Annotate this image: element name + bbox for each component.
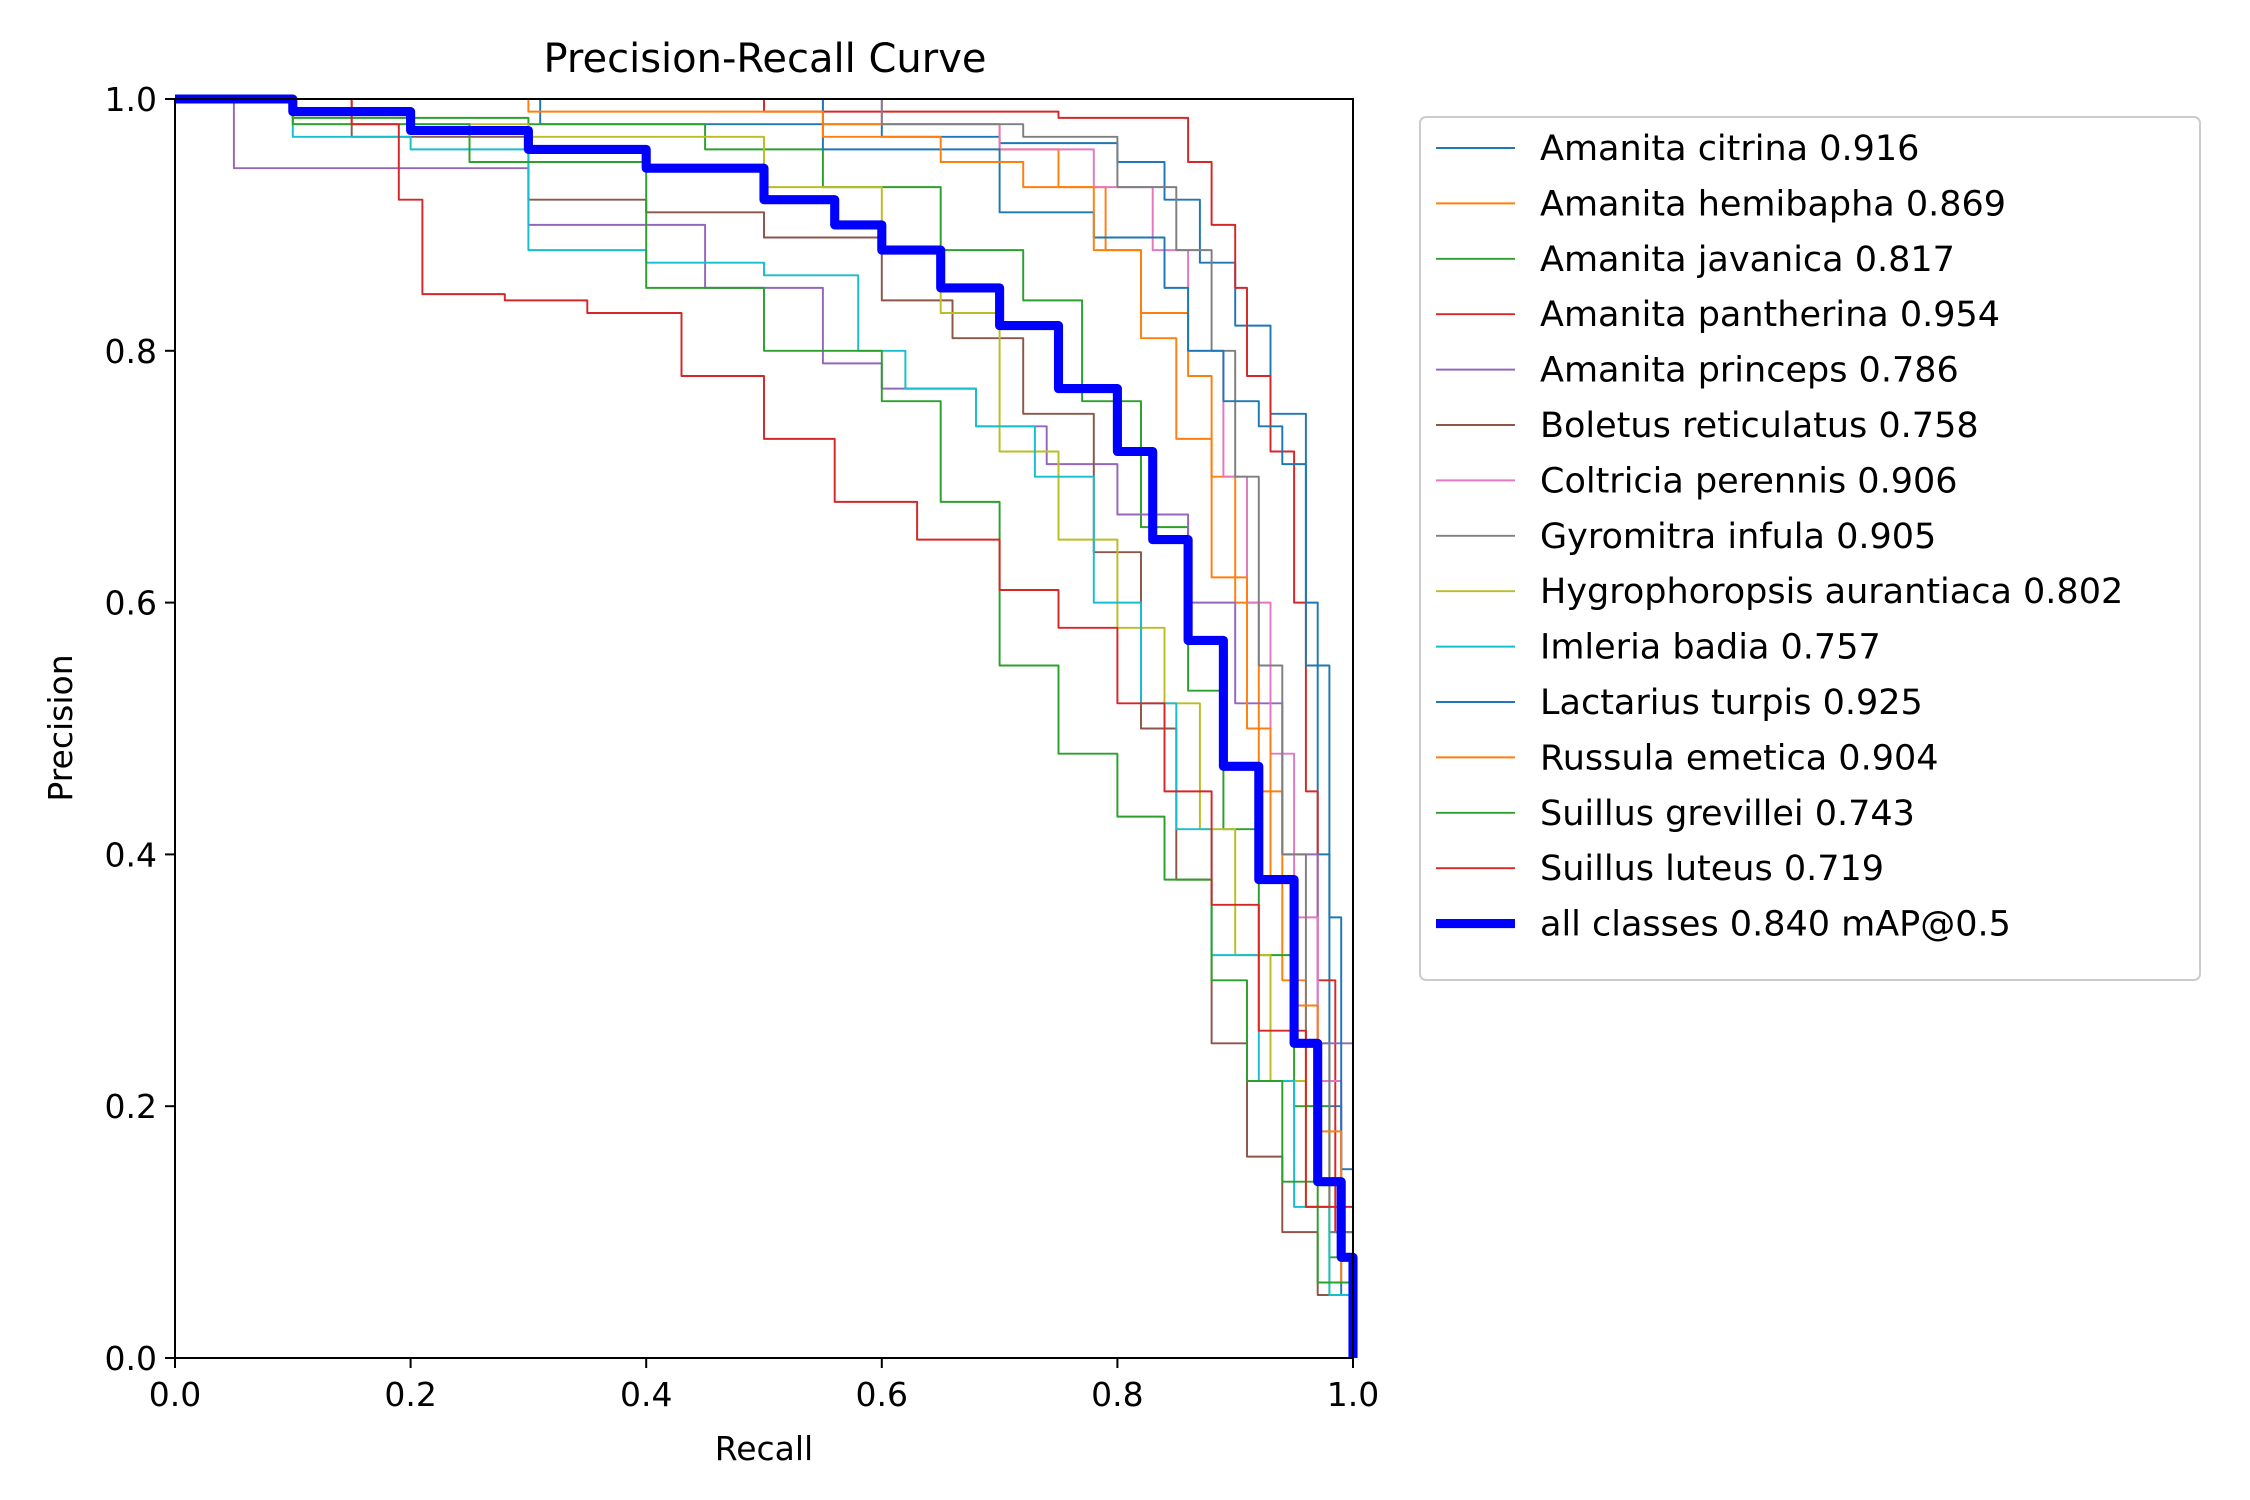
legend-label-13: Suillus luteus 0.719 bbox=[1540, 849, 1884, 889]
legend-label-0: Amanita citrina 0.916 bbox=[1540, 129, 1919, 169]
y-tick-label: 0.0 bbox=[105, 1339, 157, 1378]
legend-label-14: all classes 0.840 mAP@0.5 bbox=[1540, 905, 2011, 945]
legend-label-7: Gyromitra infula 0.905 bbox=[1540, 517, 1936, 557]
chart-title: Precision-Recall Curve bbox=[544, 36, 987, 82]
legend-label-8: Hygrophoropsis aurantiaca 0.802 bbox=[1540, 572, 2123, 612]
x-axis: 0.0 0.2 0.4 0.6 0.8 1.0 bbox=[149, 1358, 1379, 1414]
legend: Amanita citrina 0.916 Amanita hemibapha 0… bbox=[1419, 116, 2201, 981]
x-tick-label: 0.4 bbox=[620, 1375, 672, 1414]
y-axis-label: Precision bbox=[41, 654, 80, 801]
legend-label-6: Coltricia perennis 0.906 bbox=[1540, 461, 1958, 501]
y-tick-label: 0.8 bbox=[105, 332, 157, 371]
x-axis-label: Recall bbox=[715, 1429, 813, 1468]
x-tick-label: 0.6 bbox=[856, 1375, 908, 1414]
x-tick-label: 0.8 bbox=[1091, 1375, 1143, 1414]
legend-label-1: Amanita hemibapha 0.869 bbox=[1540, 184, 2006, 224]
y-tick-label: 0.2 bbox=[105, 1087, 157, 1126]
y-tick-label: 1.0 bbox=[105, 80, 157, 119]
plot-area bbox=[175, 94, 1358, 1358]
y-tick-label: 0.4 bbox=[105, 835, 157, 874]
x-tick-label: 1.0 bbox=[1327, 1375, 1379, 1414]
legend-label-11: Russula emetica 0.904 bbox=[1540, 738, 1939, 778]
legend-label-5: Boletus reticulatus 0.758 bbox=[1540, 406, 1979, 446]
series-line-14 bbox=[175, 94, 1358, 1358]
legend-label-12: Suillus grevillei 0.743 bbox=[1540, 794, 1915, 834]
legend-label-10: Lactarius turpis 0.925 bbox=[1540, 683, 1923, 723]
legend-box bbox=[1419, 116, 2201, 981]
x-tick-label: 0.0 bbox=[149, 1375, 201, 1414]
series-line-10 bbox=[175, 98, 1354, 1358]
series-line-13 bbox=[175, 98, 1354, 1358]
legend-label-3: Amanita pantherina 0.954 bbox=[1540, 295, 2000, 335]
plot-frame bbox=[174, 98, 1354, 1359]
legend-label-4: Amanita princeps 0.786 bbox=[1540, 351, 1959, 391]
legend-label-2: Amanita javanica 0.817 bbox=[1540, 240, 1955, 280]
legend-label-9: Imleria badia 0.757 bbox=[1540, 628, 1881, 668]
x-tick-label: 0.2 bbox=[384, 1375, 436, 1414]
y-tick-label: 0.6 bbox=[105, 584, 157, 623]
y-axis: 0.0 0.2 0.4 0.6 0.8 1.0 bbox=[105, 80, 175, 1378]
